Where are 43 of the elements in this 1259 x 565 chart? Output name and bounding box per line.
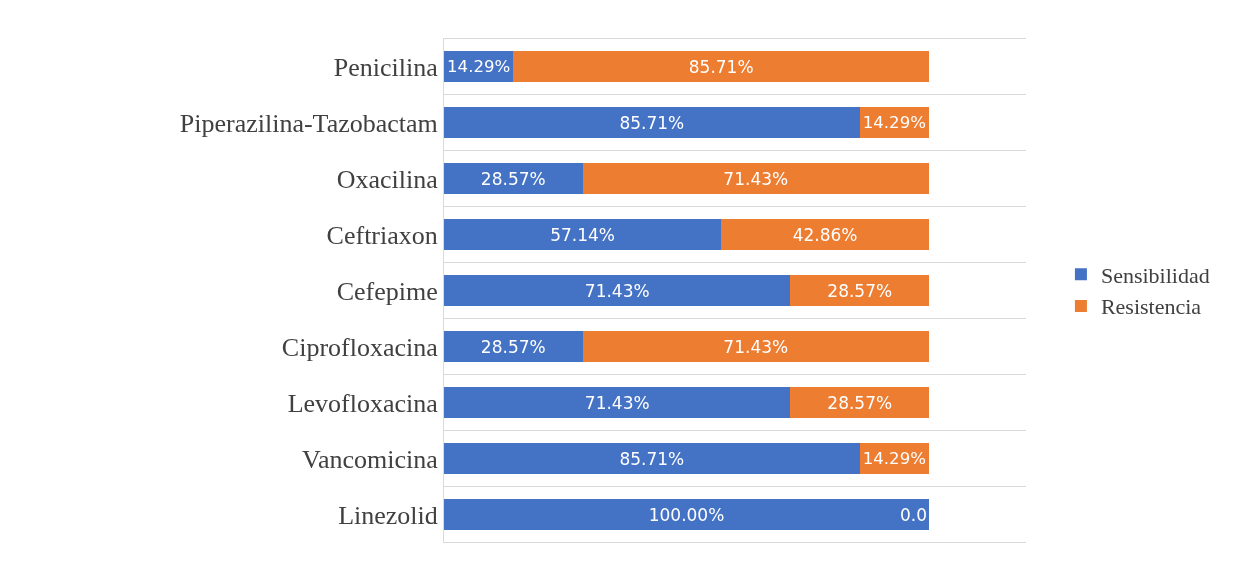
- data-label: 28.57%: [480, 336, 546, 357]
- y-tick-label: Piperazilina-Tazobactam: [179, 108, 438, 138]
- data-label: 14.29%: [862, 113, 926, 133]
- bar: [444, 219, 722, 250]
- y-tick-label: Ciprofloxacina: [281, 332, 439, 362]
- bar: [444, 275, 791, 306]
- data-label: 28.57%: [480, 168, 546, 189]
- data-label: 85.71%: [619, 112, 685, 133]
- legend-label: Resistencia: [1100, 294, 1202, 320]
- bar: [582, 163, 929, 194]
- bar: [444, 443, 860, 474]
- data-label: 28.57%: [827, 280, 893, 301]
- data-label: 42.86%: [792, 224, 858, 245]
- bar: [444, 107, 860, 138]
- bar: [582, 331, 929, 362]
- data-label: 14.29%: [862, 449, 926, 469]
- bar: [444, 163, 583, 194]
- bar: [721, 219, 929, 250]
- data-label: 14.29%: [447, 57, 511, 77]
- y-tick-label: Ceftriaxon: [326, 220, 438, 250]
- y-tick-label: Cefepime: [336, 276, 438, 306]
- bar: [790, 387, 929, 418]
- y-tick-label: Oxacilina: [336, 164, 439, 194]
- bar: [444, 499, 929, 530]
- bar: [513, 51, 929, 82]
- data-label: 100.00%: [648, 504, 725, 525]
- data-label: 71.43%: [584, 280, 650, 301]
- data-label: 0.0: [900, 505, 928, 525]
- data-label: 28.57%: [827, 392, 893, 413]
- bar: [444, 331, 583, 362]
- data-label: 71.43%: [723, 168, 789, 189]
- y-tick-label: Vancomicina: [302, 444, 439, 474]
- bar: [790, 275, 929, 306]
- bar: [444, 387, 791, 418]
- y-tick-label: Penicilina: [333, 52, 439, 82]
- data-label: 85.71%: [688, 56, 754, 77]
- y-tick-label: Linezolid: [338, 500, 438, 530]
- data-label: 71.43%: [584, 392, 650, 413]
- y-tick-label: Levofloxacina: [287, 388, 439, 418]
- legend-label: Sensibilidad: [1100, 262, 1210, 288]
- data-label: 85.71%: [619, 448, 685, 469]
- data-label: 71.43%: [723, 336, 789, 357]
- data-label: 57.14%: [550, 224, 615, 245]
